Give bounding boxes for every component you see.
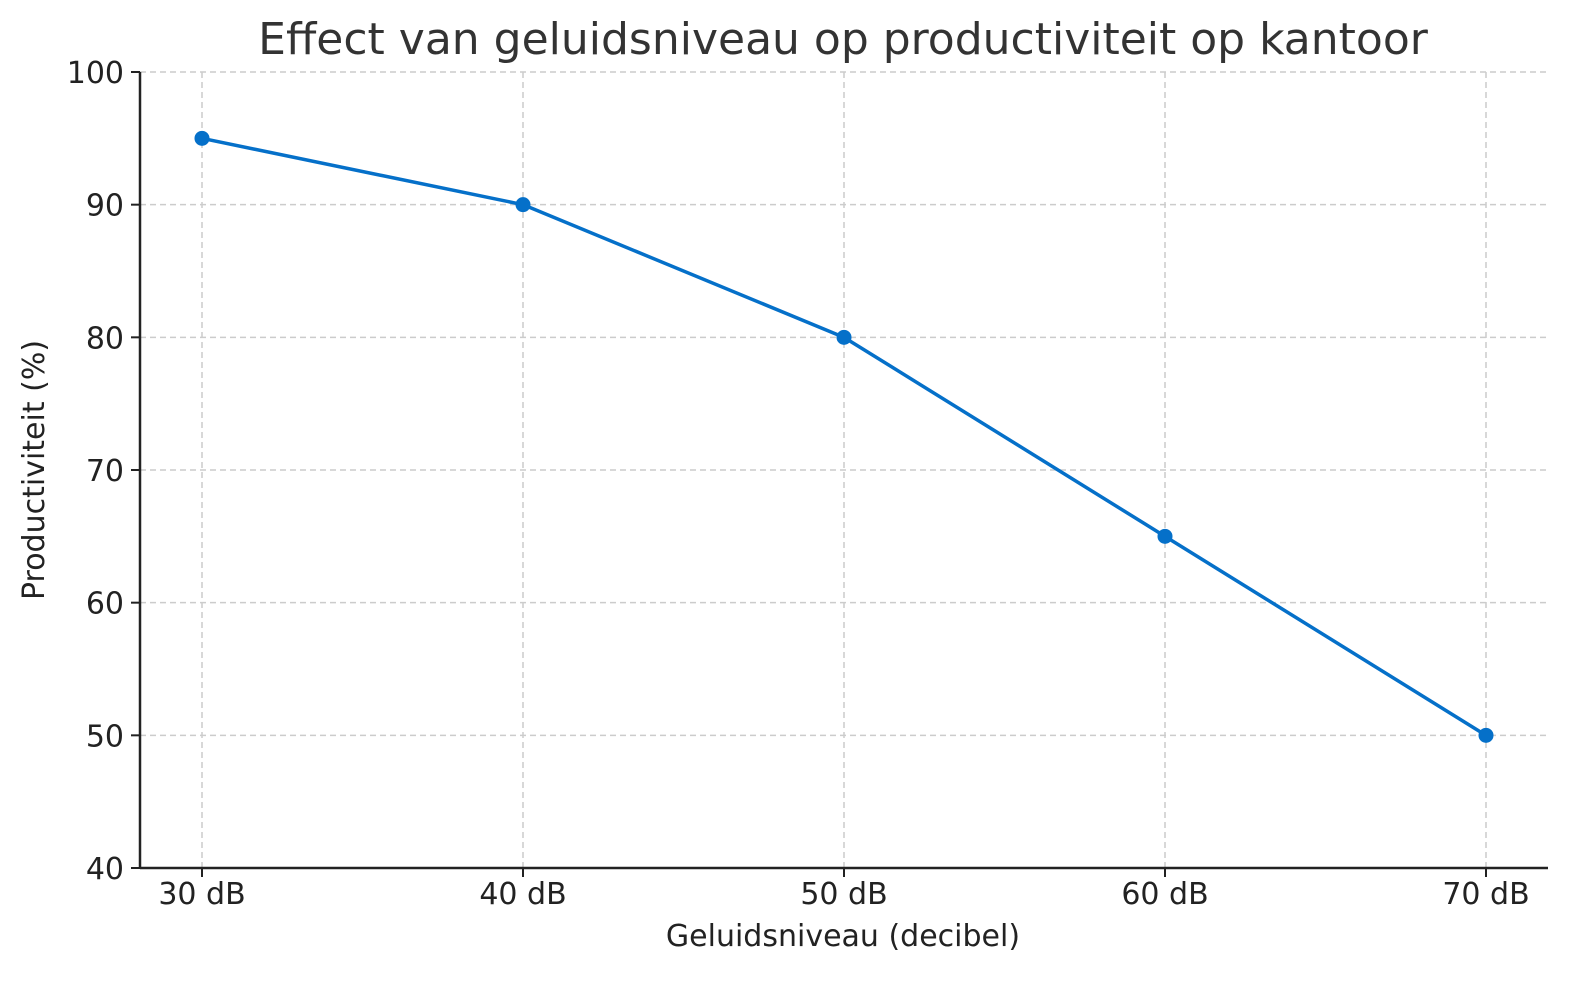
ticks: 40 50 60 70 80 90 100 30 dB 40 dB 50 dB 60 dB 70 dB: [67, 56, 1530, 912]
chart-title: Effect van geluidsniveau op productivite…: [258, 14, 1429, 65]
data-point: [1478, 727, 1494, 743]
y-tick-label: 40: [86, 852, 124, 887]
y-tick-label: 90: [86, 189, 124, 224]
x-tick-label: 50 dB: [800, 877, 887, 912]
x-tick-label: 40 dB: [479, 877, 566, 912]
data-point: [515, 197, 531, 213]
x-axis-label: Geluidsniveau (decibel): [666, 919, 1020, 954]
y-tick-label: 50: [86, 719, 124, 754]
data-point: [1157, 528, 1173, 544]
y-tick-label: 100: [67, 56, 124, 91]
data-point: [836, 329, 852, 345]
y-tick-label: 70: [86, 454, 124, 489]
data-point: [194, 130, 210, 146]
series: [194, 130, 1494, 743]
x-tick-label: 30 dB: [158, 877, 245, 912]
y-axis-label: Productiviteit (%): [17, 340, 52, 600]
x-tick-label: 60 dB: [1121, 877, 1208, 912]
x-tick-label: 70 dB: [1442, 877, 1529, 912]
y-tick-label: 80: [86, 321, 124, 356]
y-tick-label: 60: [86, 587, 124, 622]
grid: [140, 71, 1548, 868]
